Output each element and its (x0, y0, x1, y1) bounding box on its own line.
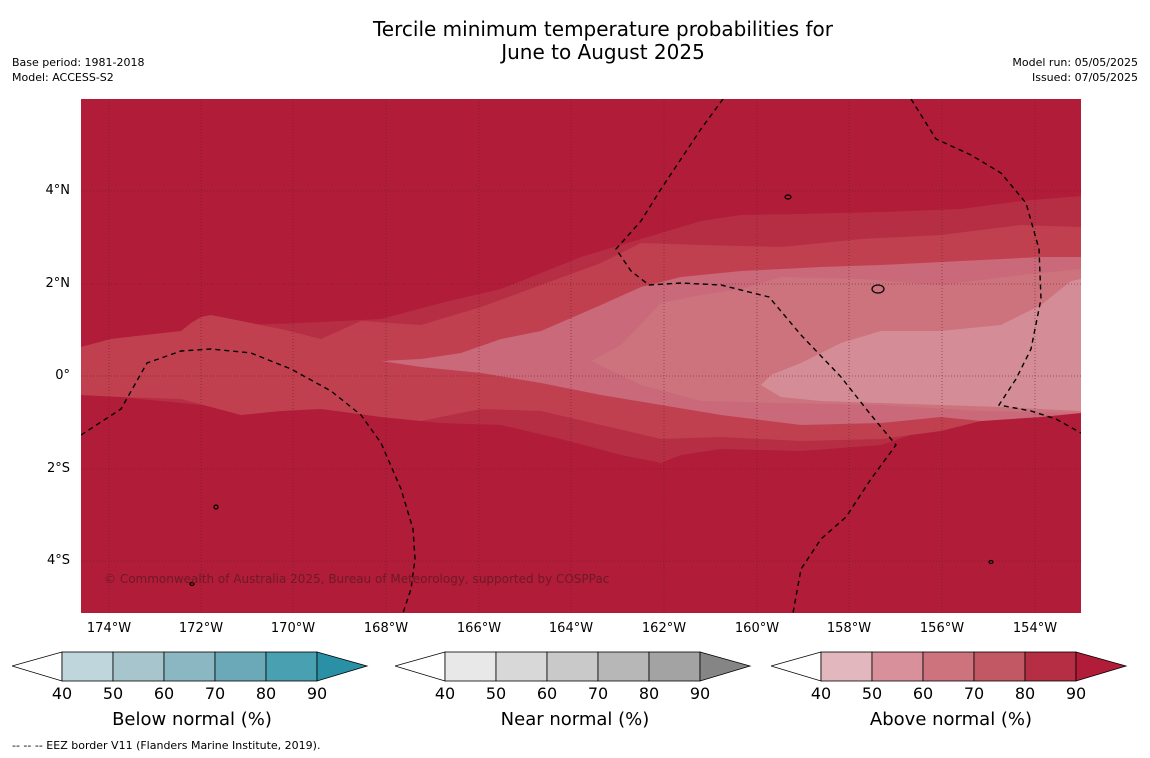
colorbar-segment (922, 651, 975, 682)
island (189, 581, 195, 587)
eez-border-east (910, 99, 1081, 434)
lon-label: 156°W (919, 621, 965, 636)
colorbar-extend-high (316, 651, 369, 682)
colorbar-segment (214, 651, 267, 682)
colorbar-segment (163, 651, 216, 682)
near-normal-legend-title: Near normal (%) (500, 709, 650, 730)
colorbar-segment (1024, 651, 1077, 682)
lon-label: 162°W (641, 621, 687, 636)
copyright-notice: © Commonwealth of Australia 2025, Bureau… (104, 572, 610, 586)
meta-left: Base period: 1981-2018 Model: ACCESS-S2 (12, 55, 144, 85)
eez-border-central (615, 99, 897, 613)
issued-date: Issued: 07/05/2025 (1031, 71, 1138, 84)
lon-label: 164°W (548, 621, 594, 636)
colorbar-tick-label: 40 (51, 684, 73, 703)
colorbar-segment (820, 651, 873, 682)
colorbar-tick-label: 80 (1014, 684, 1036, 703)
colorbar-segment (495, 651, 548, 682)
island (784, 194, 792, 200)
lon-label: 172°W (178, 621, 224, 636)
colorbar-segment (973, 651, 1026, 682)
lon-label: 170°W (270, 621, 316, 636)
near-normal-colorbar (395, 651, 752, 682)
colorbar-segment (444, 651, 497, 682)
below-normal-colorbar (12, 651, 369, 682)
lon-label: 158°W (826, 621, 872, 636)
colorbar-segment (871, 651, 924, 682)
colorbar-tick-label: 90 (689, 684, 711, 703)
map-title: Tercile minimum temperature probabilitie… (300, 18, 906, 64)
colorbar-extend-low (12, 651, 63, 682)
eez-border-west (81, 348, 416, 613)
colorbar-tick-label: 60 (536, 684, 558, 703)
map-svg (81, 99, 1081, 613)
colorbar-tick-label: 40 (434, 684, 456, 703)
title-line-2: June to August 2025 (501, 40, 705, 64)
lon-label: 174°W (86, 621, 132, 636)
eez-borders (81, 99, 1081, 613)
lon-label: 168°W (363, 621, 409, 636)
lon-label: 160°W (734, 621, 780, 636)
colorbar-tick-label: 80 (638, 684, 660, 703)
model-run: Model run: 05/05/2025 (1012, 56, 1138, 69)
colorbar-tick-label: 50 (485, 684, 507, 703)
lat-label: 4°N (45, 183, 71, 198)
above-normal-colorbar (771, 651, 1128, 682)
colorbar-segment (546, 651, 599, 682)
probability-band-50 (761, 279, 1081, 411)
title-line-1: Tercile minimum temperature probabilitie… (372, 17, 834, 41)
colorbar-tick-label: 60 (912, 684, 934, 703)
colorbar-tick-label: 90 (306, 684, 328, 703)
colorbar-segment (112, 651, 165, 682)
lat-label: 0° (55, 368, 70, 383)
colorbar-segment (648, 651, 701, 682)
colorbar-extend-high (1075, 651, 1128, 682)
colorbar-segment (597, 651, 650, 682)
colorbar-segment (61, 651, 114, 682)
colorbar-tick-label: 60 (153, 684, 175, 703)
meta-right: Model run: 05/05/2025 Issued: 07/05/2025 (1012, 55, 1138, 85)
model-name: Model: ACCESS-S2 (12, 71, 114, 84)
colorbar-tick-label: 50 (861, 684, 883, 703)
lon-label: 154°W (1012, 621, 1058, 636)
colorbar-tick-label: 50 (102, 684, 124, 703)
colorbar-extend-high (699, 651, 752, 682)
eez-footnote: -- -- -- EEZ border V11 (Flanders Marine… (12, 739, 321, 752)
island (213, 504, 219, 510)
colorbar-tick-label: 90 (1065, 684, 1087, 703)
lat-label: 4°S (46, 553, 70, 568)
colorbar-extend-low (771, 651, 822, 682)
lon-label: 166°W (456, 621, 502, 636)
lat-label: 2°S (46, 461, 70, 476)
lat-label: 2°N (45, 276, 71, 291)
probability-map (81, 99, 1081, 613)
islands (189, 194, 994, 587)
colorbar-segment (265, 651, 318, 682)
island (988, 559, 994, 565)
base-period: Base period: 1981-2018 (12, 56, 145, 69)
colorbar-tick-label: 40 (810, 684, 832, 703)
colorbar-tick-label: 70 (204, 684, 226, 703)
above-normal-legend-title: Above normal (%) (869, 709, 1033, 730)
colorbar-tick-label: 70 (587, 684, 609, 703)
colorbar-tick-label: 70 (963, 684, 985, 703)
island (871, 284, 885, 294)
colorbar-extend-low (395, 651, 446, 682)
below-normal-legend-title: Below normal (%) (112, 709, 272, 730)
colorbar-tick-label: 80 (255, 684, 277, 703)
